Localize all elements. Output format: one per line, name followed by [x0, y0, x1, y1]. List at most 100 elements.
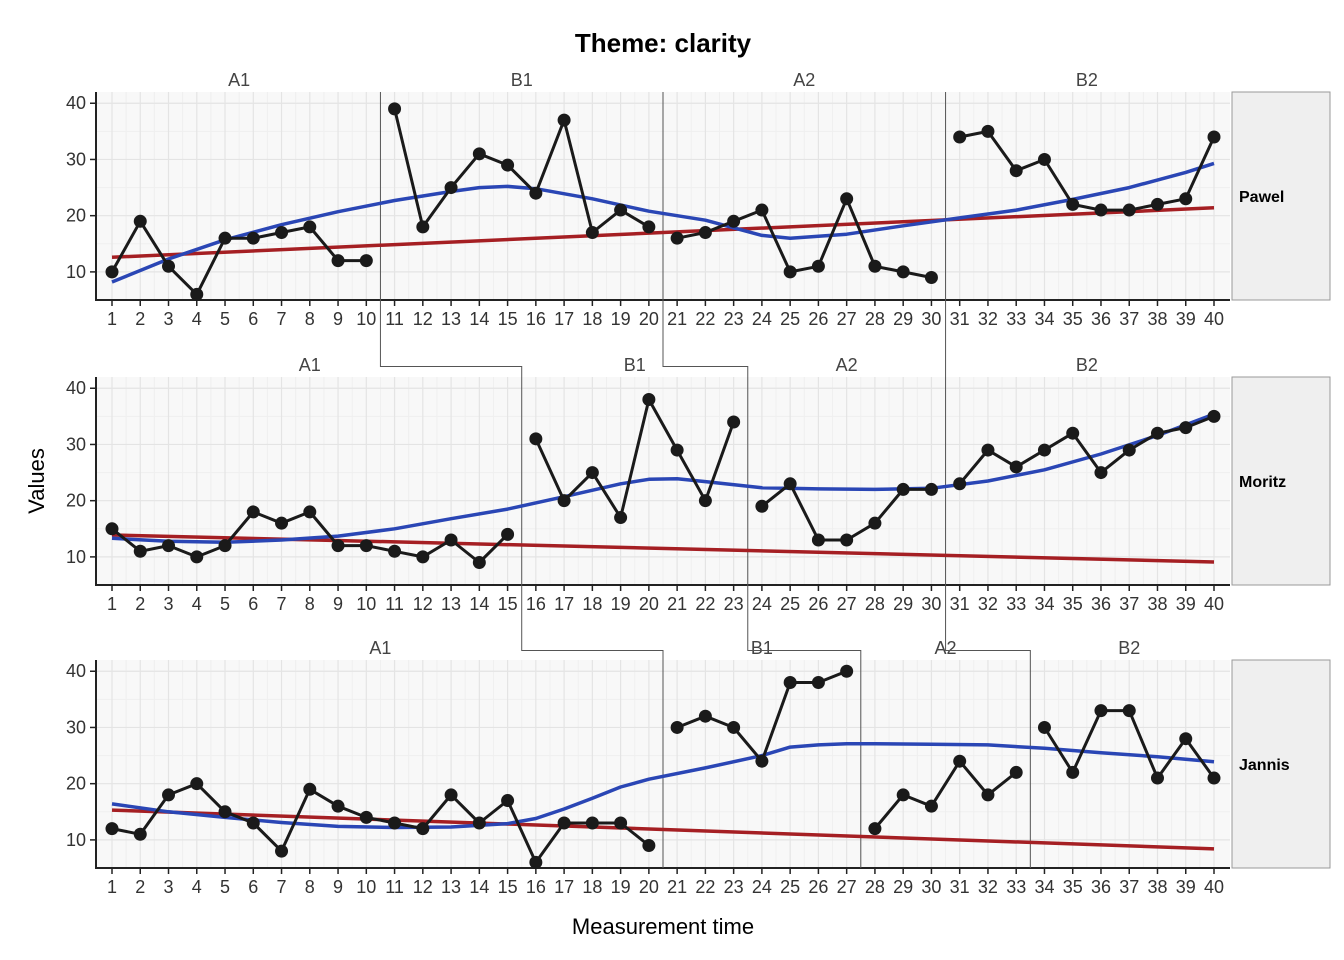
data-point	[1009, 765, 1023, 779]
x-tick-label: 12	[413, 309, 433, 329]
data-point	[840, 664, 854, 678]
x-tick-label: 23	[724, 877, 744, 897]
data-point	[1150, 197, 1164, 211]
x-tick-label: 15	[498, 594, 518, 614]
data-point	[727, 720, 741, 734]
data-point	[359, 810, 373, 824]
x-tick-label: 10	[356, 594, 376, 614]
x-tick-label: 39	[1176, 594, 1196, 614]
x-tick-label: 40	[1204, 594, 1224, 614]
data-point	[275, 226, 289, 240]
x-tick-label: 37	[1119, 594, 1139, 614]
x-tick-label: 37	[1119, 877, 1139, 897]
trend-line	[111, 206, 1215, 260]
data-point	[246, 816, 260, 830]
x-tick-label: 34	[1034, 594, 1054, 614]
x-tick-label: 39	[1176, 309, 1196, 329]
data-point	[275, 516, 289, 530]
data-point	[105, 265, 119, 279]
data-point	[529, 855, 543, 869]
x-tick-label: 22	[695, 309, 715, 329]
data-point	[218, 231, 232, 245]
data-point	[359, 254, 373, 268]
x-tick-label: 2	[135, 309, 145, 329]
x-tick-label: 8	[305, 594, 315, 614]
y-tick-label: 40	[66, 93, 86, 113]
x-tick-label: 3	[164, 594, 174, 614]
data-point	[783, 675, 797, 689]
x-tick-label: 38	[1147, 594, 1167, 614]
x-tick-label: 26	[808, 877, 828, 897]
x-tick-label: 28	[865, 309, 885, 329]
x-tick-label: 32	[978, 309, 998, 329]
data-point	[1037, 720, 1051, 734]
x-tick-label: 5	[220, 309, 230, 329]
x-tick-label: 28	[865, 594, 885, 614]
y-tick-label: 30	[66, 149, 86, 169]
data-point	[133, 214, 147, 228]
data-point	[981, 124, 995, 138]
x-tick-label: 27	[837, 309, 857, 329]
data-point	[133, 827, 147, 841]
data-point	[670, 231, 684, 245]
x-tick-label: 31	[950, 309, 970, 329]
x-tick-label: 33	[1006, 877, 1026, 897]
x-tick-label: 22	[695, 594, 715, 614]
data-line	[534, 398, 736, 519]
data-point	[218, 539, 232, 553]
data-point	[811, 533, 825, 547]
x-tick-label: 28	[865, 877, 885, 897]
x-tick-label: 13	[441, 309, 461, 329]
y-tick-label: 40	[66, 378, 86, 398]
phase-label: A1	[228, 70, 250, 90]
x-tick-label: 39	[1176, 877, 1196, 897]
x-tick-label: 12	[413, 877, 433, 897]
data-point	[444, 533, 458, 547]
x-tick-label: 4	[192, 309, 202, 329]
x-tick-label: 8	[305, 309, 315, 329]
data-point	[924, 799, 938, 813]
x-tick-label: 8	[305, 877, 315, 897]
data-point	[190, 777, 204, 791]
x-tick-label: 20	[639, 309, 659, 329]
data-point	[246, 231, 260, 245]
data-point	[614, 511, 628, 525]
data-point	[698, 226, 712, 240]
x-tick-label: 2	[135, 877, 145, 897]
phase-connector	[521, 585, 664, 660]
x-tick-label: 37	[1119, 309, 1139, 329]
x-tick-label: 27	[837, 877, 857, 897]
data-point	[501, 794, 515, 808]
data-point	[1150, 426, 1164, 440]
x-tick-label: 21	[667, 877, 687, 897]
x-tick-label: 16	[526, 877, 546, 897]
smooth-line	[111, 161, 1215, 284]
data-point	[1207, 771, 1221, 785]
data-point	[1179, 192, 1193, 206]
x-tick-label: 14	[469, 594, 489, 614]
data-point	[1009, 164, 1023, 178]
data-point	[614, 203, 628, 217]
phase-connector	[945, 585, 1031, 660]
data-point	[642, 220, 656, 234]
x-tick-label: 5	[220, 877, 230, 897]
x-tick-label: 5	[220, 594, 230, 614]
data-point	[1094, 466, 1108, 480]
x-tick-label: 14	[469, 877, 489, 897]
data-point	[472, 147, 486, 161]
x-tick-label: 1	[107, 309, 117, 329]
data-line	[111, 782, 650, 864]
y-tick-label: 20	[66, 491, 86, 511]
x-tick-label: 26	[808, 309, 828, 329]
x-tick-label: 38	[1147, 309, 1167, 329]
data-point	[246, 505, 260, 519]
data-line	[393, 108, 650, 234]
y-tick-label: 40	[66, 661, 86, 681]
x-tick-label: 40	[1204, 309, 1224, 329]
x-tick-label: 11	[385, 877, 404, 897]
data-point	[416, 220, 430, 234]
data-point	[1179, 421, 1193, 435]
x-axis-label: Measurement time	[572, 914, 754, 939]
case-label: Pawel	[1239, 189, 1284, 206]
x-tick-label: 26	[808, 594, 828, 614]
